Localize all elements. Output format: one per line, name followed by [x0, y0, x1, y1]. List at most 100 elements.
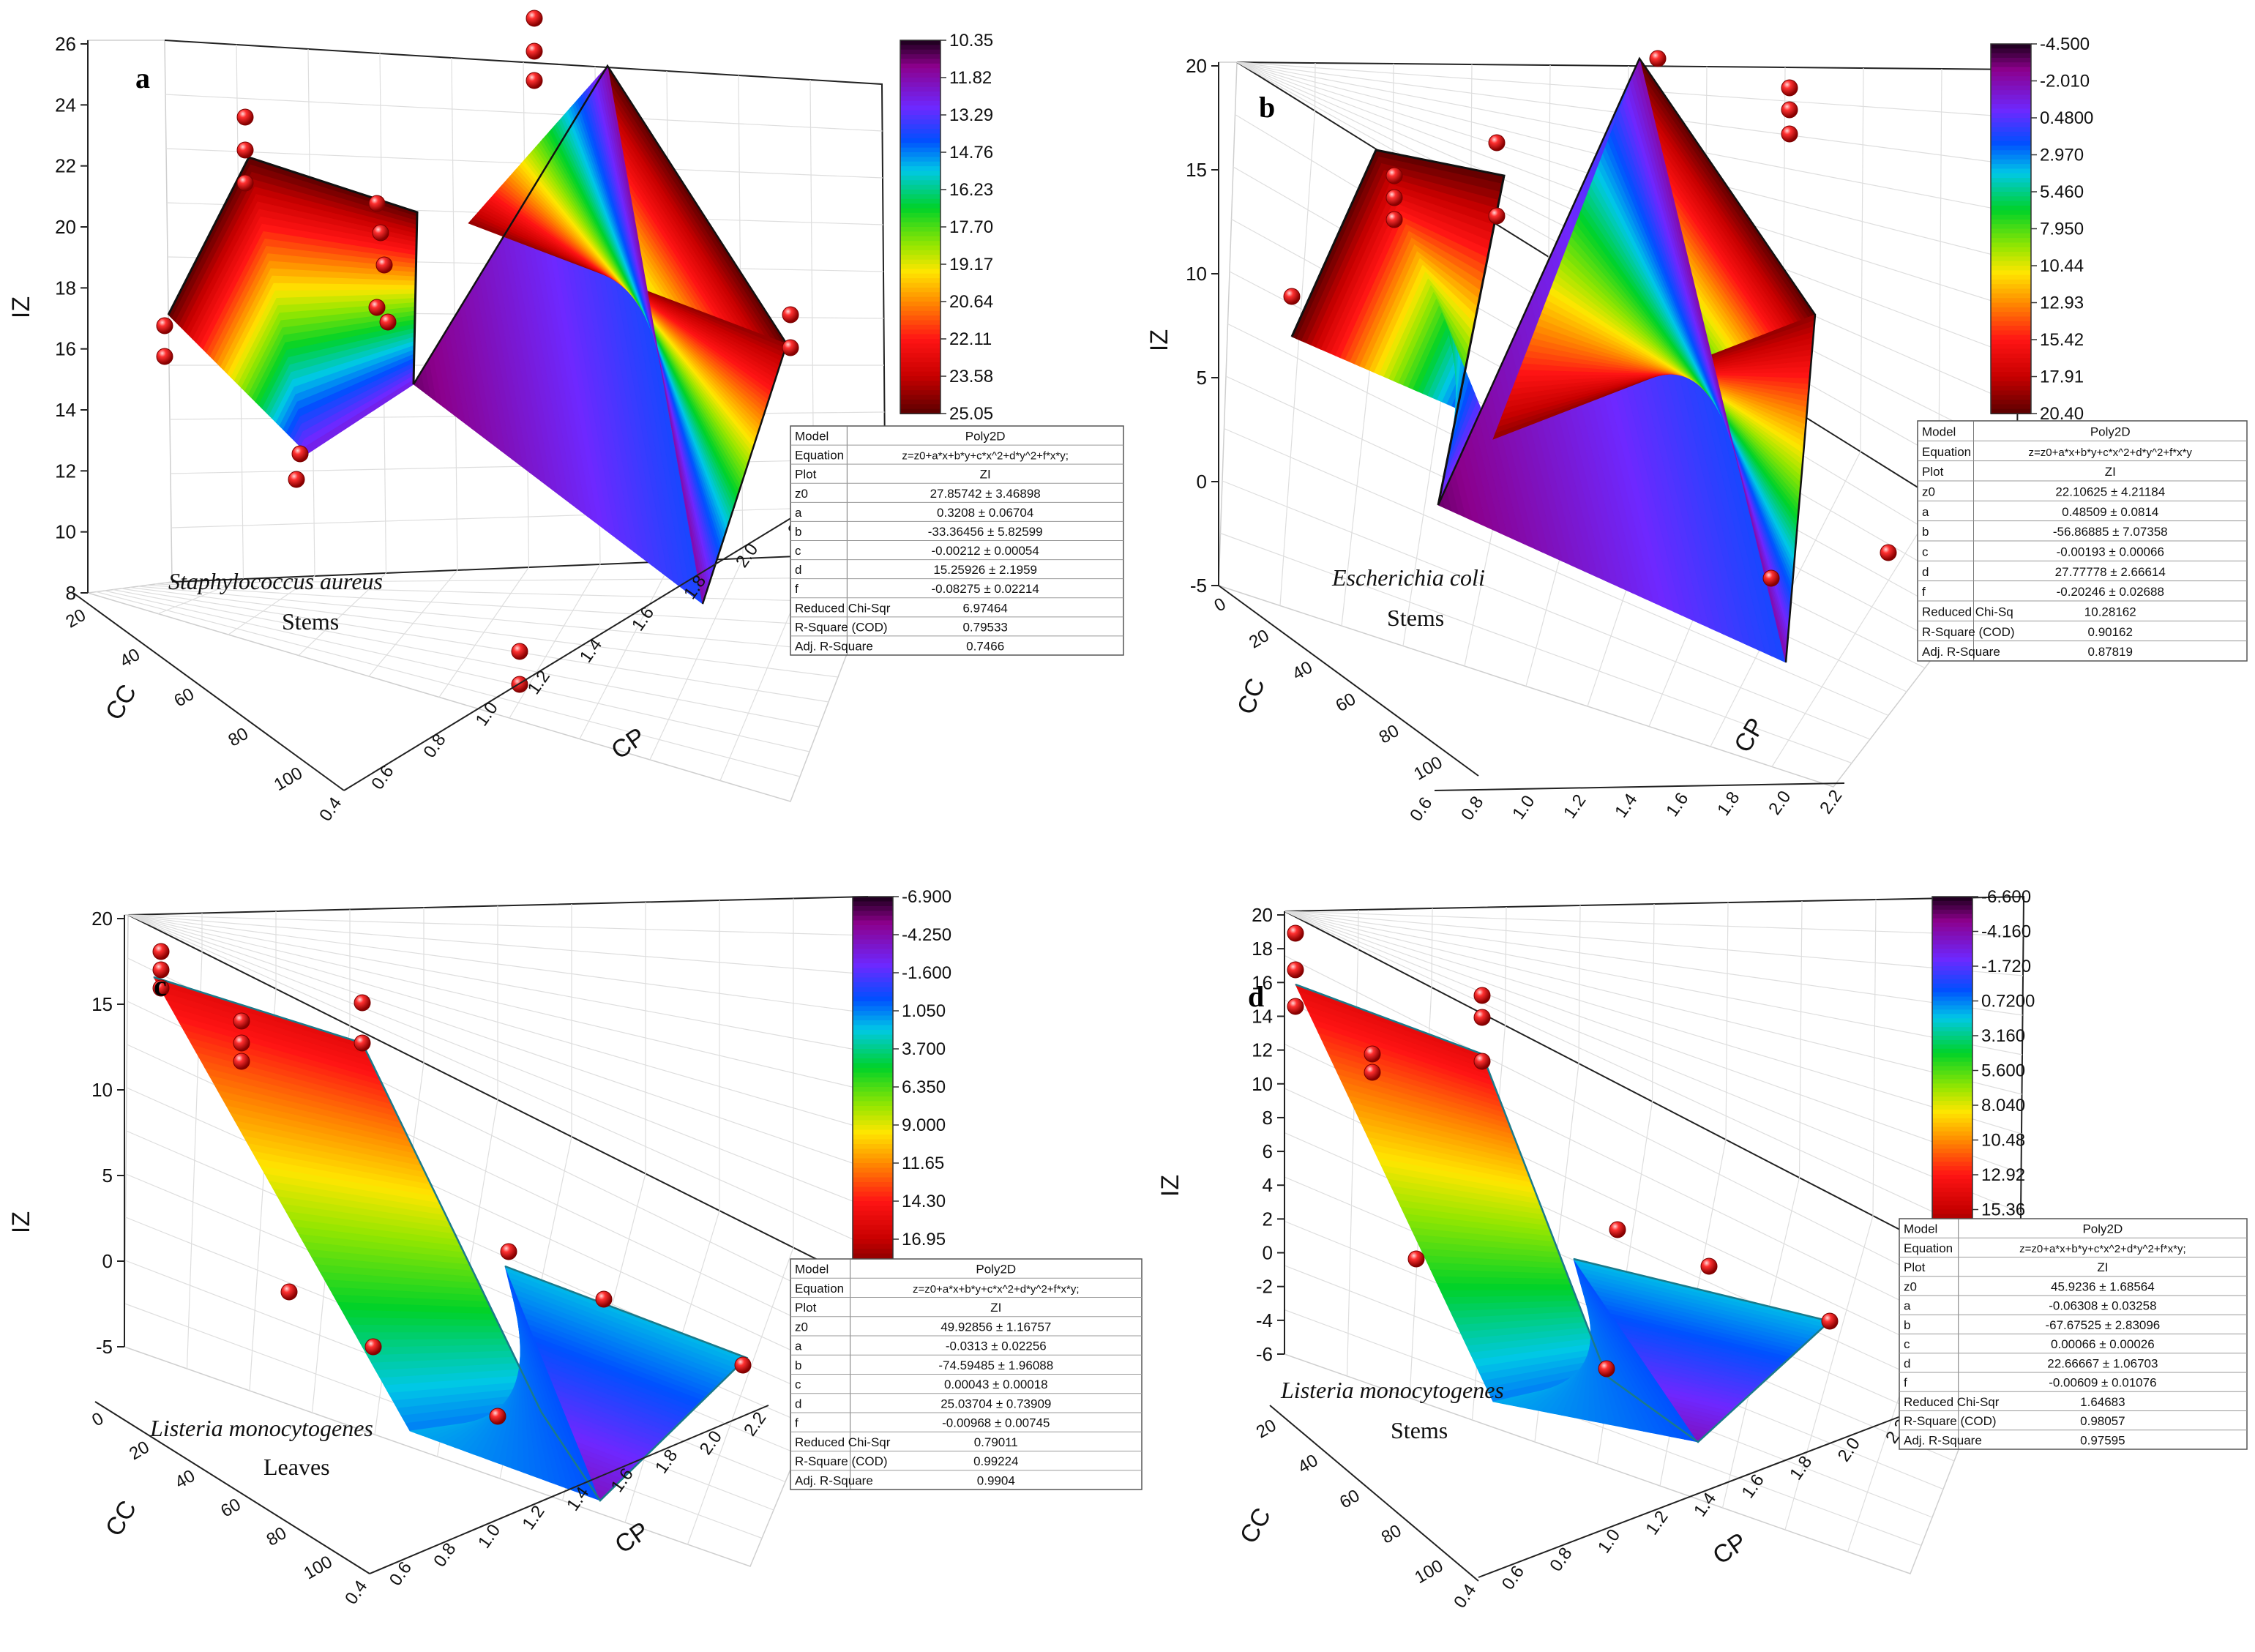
colorbar-band [1991, 145, 2031, 152]
colorbar-band [853, 1215, 893, 1221]
colorbar-band [853, 1120, 893, 1126]
data-points [1283, 50, 1897, 587]
x-tick-labels: 2.2 2.0 1.8 1.6 1.4 1.2 1.0 0.8 0.6 [1406, 786, 1846, 825]
y-tick-label: 20 [1246, 626, 1273, 653]
colorbar-band [853, 1087, 893, 1093]
left-wall [87, 40, 173, 594]
z-tick-label: 10 [55, 521, 76, 543]
front-axes [94, 915, 769, 1574]
z-tick-label: -6 [1256, 1343, 1273, 1365]
colorbar-band [1991, 122, 2031, 128]
colorbar-band [900, 184, 940, 190]
grid-line [154, 583, 867, 603]
surface-edge [1290, 149, 1506, 506]
table-row-value: 0.98057 [2080, 1414, 2125, 1428]
colorbar-band [1991, 118, 2031, 124]
colorbar-band [1932, 1061, 1972, 1067]
colorbar-band [1991, 247, 2031, 253]
x-tick-label: 1.6 [1738, 1470, 1768, 1502]
x-tick-label: 0.6 [386, 1558, 416, 1590]
colorbar-band [900, 404, 940, 410]
colorbar-band [1932, 905, 1972, 911]
colorbar-band [900, 390, 940, 396]
colorbar-band [900, 353, 940, 359]
colorbar-band [1932, 1005, 1972, 1011]
colorbar-band [853, 987, 893, 993]
data-point [782, 339, 799, 356]
data-point [1762, 569, 1780, 587]
table-row-value: -33.36456 ± 5.82599 [928, 525, 1043, 539]
colorbar-band [1932, 1205, 1972, 1211]
colorbar-band [1932, 927, 1972, 932]
grid-line [163, 577, 877, 584]
table-row-value: -0.00609 ± 0.01076 [2049, 1376, 2156, 1390]
colorbar-band [1991, 76, 2031, 82]
colorbar-band [900, 292, 940, 298]
data-point [233, 1012, 250, 1030]
colorbar-band [1991, 214, 2031, 220]
colorbar-band [853, 901, 893, 907]
colorbar-band [900, 222, 940, 228]
colorbar-band [1932, 1178, 1972, 1184]
y-tick-label: 100 [1411, 1556, 1446, 1588]
colorbar-band [900, 329, 940, 335]
data-point [368, 195, 386, 212]
data-point [354, 994, 371, 1012]
table-row-name: a [1922, 505, 1929, 519]
colorbar-label: 25.05 [949, 404, 993, 424]
colorbar-label: 10.48 [1981, 1131, 2025, 1151]
x-tick-label: 2.2 [1816, 786, 1846, 818]
colorbar-band [900, 119, 940, 125]
colorbar-band [1991, 344, 2031, 350]
y-axis-title: CC [1232, 675, 1271, 718]
colorbar-band [1932, 1031, 1972, 1036]
table-row-value: 27.77778 ± 2.66614 [2055, 565, 2166, 579]
colorbar-band [1932, 1131, 1972, 1137]
colorbar-label: 8.040 [1981, 1096, 2025, 1115]
colorbar-band [900, 91, 940, 97]
grid-line [1284, 911, 2023, 1016]
colorbar-band [900, 129, 940, 135]
colorbar-band [1991, 330, 2031, 336]
table-row-name: Model [1922, 425, 1956, 439]
colorbar-label: 11.65 [902, 1154, 944, 1173]
colorbar-band [853, 1049, 893, 1055]
colorbar-band [1932, 1088, 1972, 1094]
z-tick-label: 15 [91, 993, 113, 1015]
colorbar-band [900, 278, 940, 284]
x-axis-title: CP [606, 722, 650, 765]
data-point [233, 1034, 250, 1052]
colorbar-band [900, 269, 940, 274]
z-tick-label: 16 [55, 338, 76, 360]
colorbar-band [900, 255, 940, 261]
y-tick-label: 100 [301, 1552, 336, 1583]
colorbar-band [1932, 1187, 1972, 1193]
colorbar-band [853, 1034, 893, 1040]
table-row-value: 22.10625 ± 4.21184 [2055, 485, 2165, 499]
colorbar-band [900, 208, 940, 214]
colorbar-band [853, 992, 893, 998]
colorbar-band [900, 180, 940, 186]
data-point [1385, 211, 1403, 228]
colorbar-band [1991, 81, 2031, 86]
colorbar-band [900, 250, 940, 256]
data-points [1287, 924, 1839, 1378]
colorbar-band [900, 376, 940, 382]
z-tick-label: 10 [1252, 1073, 1273, 1095]
colorbar-band [900, 306, 940, 312]
y-tick-label: 80 [225, 724, 252, 751]
front-axes [72, 40, 813, 791]
data-point [1364, 1064, 1381, 1081]
colorbar-band [853, 1001, 893, 1007]
x-tick-label: 2.2 [740, 1408, 770, 1440]
colorbar-band [853, 1053, 893, 1059]
colorbar-band [1991, 182, 2031, 188]
colorbar-band [1991, 408, 2031, 414]
colorbar-band [1991, 256, 2031, 262]
colorbar-band [1991, 353, 2031, 359]
y-tick-label: 80 [263, 1523, 291, 1550]
colorbar-band [1991, 376, 2031, 382]
table-row-name: Reduced Chi-Sqr [795, 601, 891, 615]
colorbar-label: 20.64 [949, 292, 993, 312]
colorbar-band [1991, 404, 2031, 410]
